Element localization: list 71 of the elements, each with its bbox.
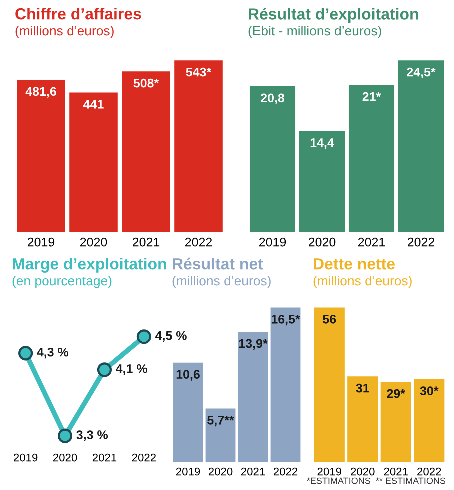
data-label: 508*: [134, 78, 160, 88]
bar: [270, 308, 301, 462]
x-tick-label: 2020: [308, 238, 336, 247]
data-label: 20,8: [261, 94, 285, 104]
data-label: 441: [84, 100, 104, 109]
bar: [70, 92, 118, 232]
text: *ESTIMATIONS ** ESTIMATIONS: [307, 478, 446, 484]
data-label: 543*: [186, 68, 212, 77]
x-tick-label: 2019: [259, 238, 286, 247]
bar: [206, 408, 236, 462]
bar: [17, 80, 66, 232]
data-label: 29*: [387, 389, 406, 398]
data-label: 4,5 %: [155, 331, 187, 342]
chart-title: Chiffre d’affaires: [16, 8, 142, 20]
chart-subtitle: (Ebit - millions d’euros): [248, 26, 382, 38]
data-label: 4,1 %: [116, 364, 148, 376]
chart-subtitle: (millions d’euros): [172, 276, 271, 288]
data-label: 56: [323, 314, 336, 324]
bar: [299, 131, 346, 232]
x-tick-label: 2021: [384, 468, 408, 476]
x-tick-label: 2020: [80, 238, 108, 247]
point: [97, 362, 112, 378]
chart-title: Dette nette: [314, 258, 395, 270]
point: [18, 346, 34, 361]
bar: [173, 362, 204, 462]
bar: [348, 376, 378, 462]
data-label: 30*: [420, 386, 439, 396]
x-tick-label: 2022: [185, 238, 212, 247]
data-label: 5,7**: [208, 416, 234, 427]
x-tick-label: 2019: [176, 468, 200, 476]
x-tick-label: 2021: [92, 454, 117, 462]
x-tick-label: 2019: [28, 238, 55, 247]
bar: [314, 308, 345, 462]
bar: [250, 86, 296, 232]
data-label: 16,5*: [272, 314, 300, 326]
point: [136, 330, 152, 344]
bar: [398, 60, 444, 232]
x-tick-label: 2022: [132, 454, 156, 462]
bar: [414, 379, 445, 462]
data-label: 14,4: [310, 138, 334, 150]
x-tick-label: 2020: [53, 454, 78, 462]
chart-title: Résultat net: [173, 258, 264, 270]
x-tick-label: 2020: [351, 468, 375, 476]
x-tick-label: 2022: [408, 238, 435, 247]
data-label: 481,6: [26, 87, 56, 98]
x-tick-label: 2021: [132, 238, 160, 247]
chart-subtitle: (millions d’euros): [16, 26, 114, 38]
chart-title: Marge d’exploitation: [13, 258, 166, 273]
data-label: 3,3 %: [76, 430, 108, 442]
point: [58, 428, 73, 444]
data-label: 10,6: [176, 370, 200, 381]
data-label: 31: [356, 384, 370, 393]
data-label: 24,5*: [407, 68, 436, 79]
data-label: 21*: [362, 92, 382, 102]
x-tick-label: 2020: [208, 468, 233, 476]
data-label: 13,9*: [239, 339, 268, 350]
bar: [174, 60, 223, 232]
x-tick-label: 2022: [274, 468, 298, 476]
bar: [122, 72, 170, 232]
bar: [348, 85, 395, 232]
x-tick-label: 2019: [14, 454, 38, 462]
x-tick-label: 2022: [418, 468, 442, 476]
x-tick-label: 2019: [318, 468, 342, 476]
x-tick-label: 2021: [358, 238, 386, 247]
chart-subtitle: (millions d’euros): [314, 276, 412, 288]
bar: [238, 332, 268, 462]
chart-title: Résultat d’exploitation: [249, 8, 418, 24]
data-label: 4,3 %: [37, 348, 69, 359]
x-tick-label: 2021: [241, 468, 266, 476]
chart-subtitle: (en pourcentage): [12, 276, 112, 288]
bar: [380, 382, 412, 462]
